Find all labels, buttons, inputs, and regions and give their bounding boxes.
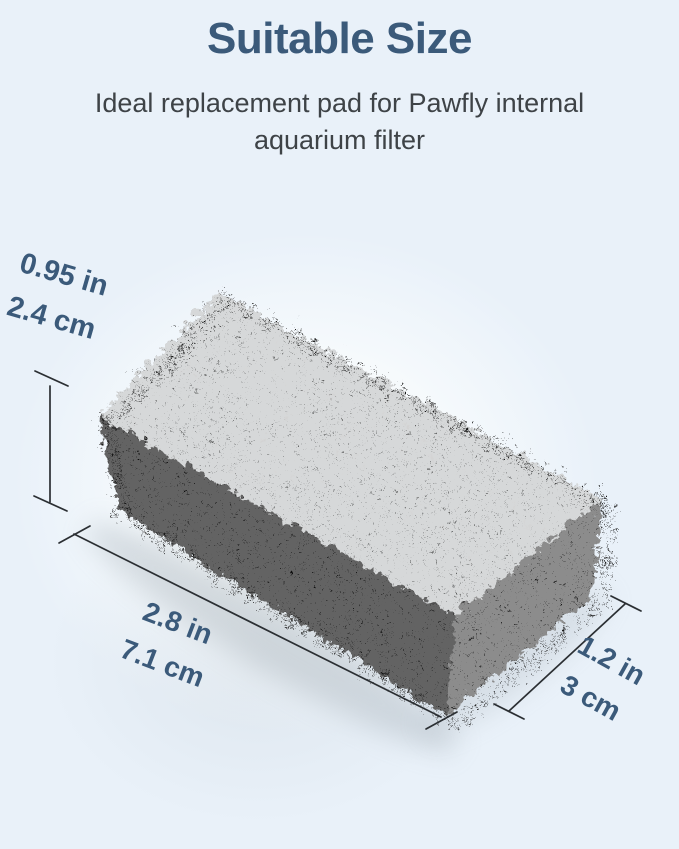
length-tick-left xyxy=(58,525,91,544)
length-dimension-line xyxy=(58,525,458,730)
height-tick-bottom xyxy=(33,495,68,512)
width-tick-bottom xyxy=(493,703,525,720)
height-tick-top xyxy=(34,370,69,387)
page-title: Suitable Size xyxy=(207,14,472,63)
subtitle-line-2: aquarium filter xyxy=(253,124,426,155)
width-dimension-line xyxy=(493,595,642,720)
length-tick-right xyxy=(425,711,458,730)
page-subtitle: Ideal replacement pad for Pawfly interna… xyxy=(0,85,679,158)
dimension-lines xyxy=(33,370,642,730)
subtitle-line-1: Ideal replacement pad for Pawfly interna… xyxy=(94,88,585,118)
sponge-shadow xyxy=(86,523,609,753)
width-tick-top xyxy=(610,595,642,612)
sponge-image xyxy=(92,286,601,716)
height-dimension-line xyxy=(33,370,69,512)
